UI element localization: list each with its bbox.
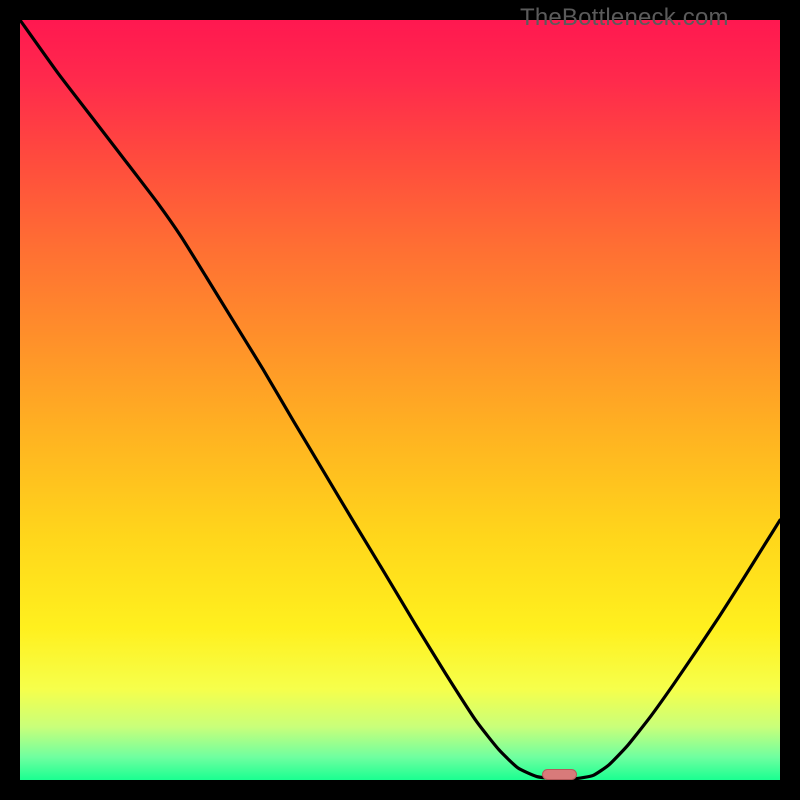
gradient-background <box>20 20 780 780</box>
optimal-point-marker <box>542 769 577 780</box>
watermark-label: TheBottleneck.com <box>520 4 729 32</box>
chart-stage: TheBottleneck.com <box>0 0 800 800</box>
